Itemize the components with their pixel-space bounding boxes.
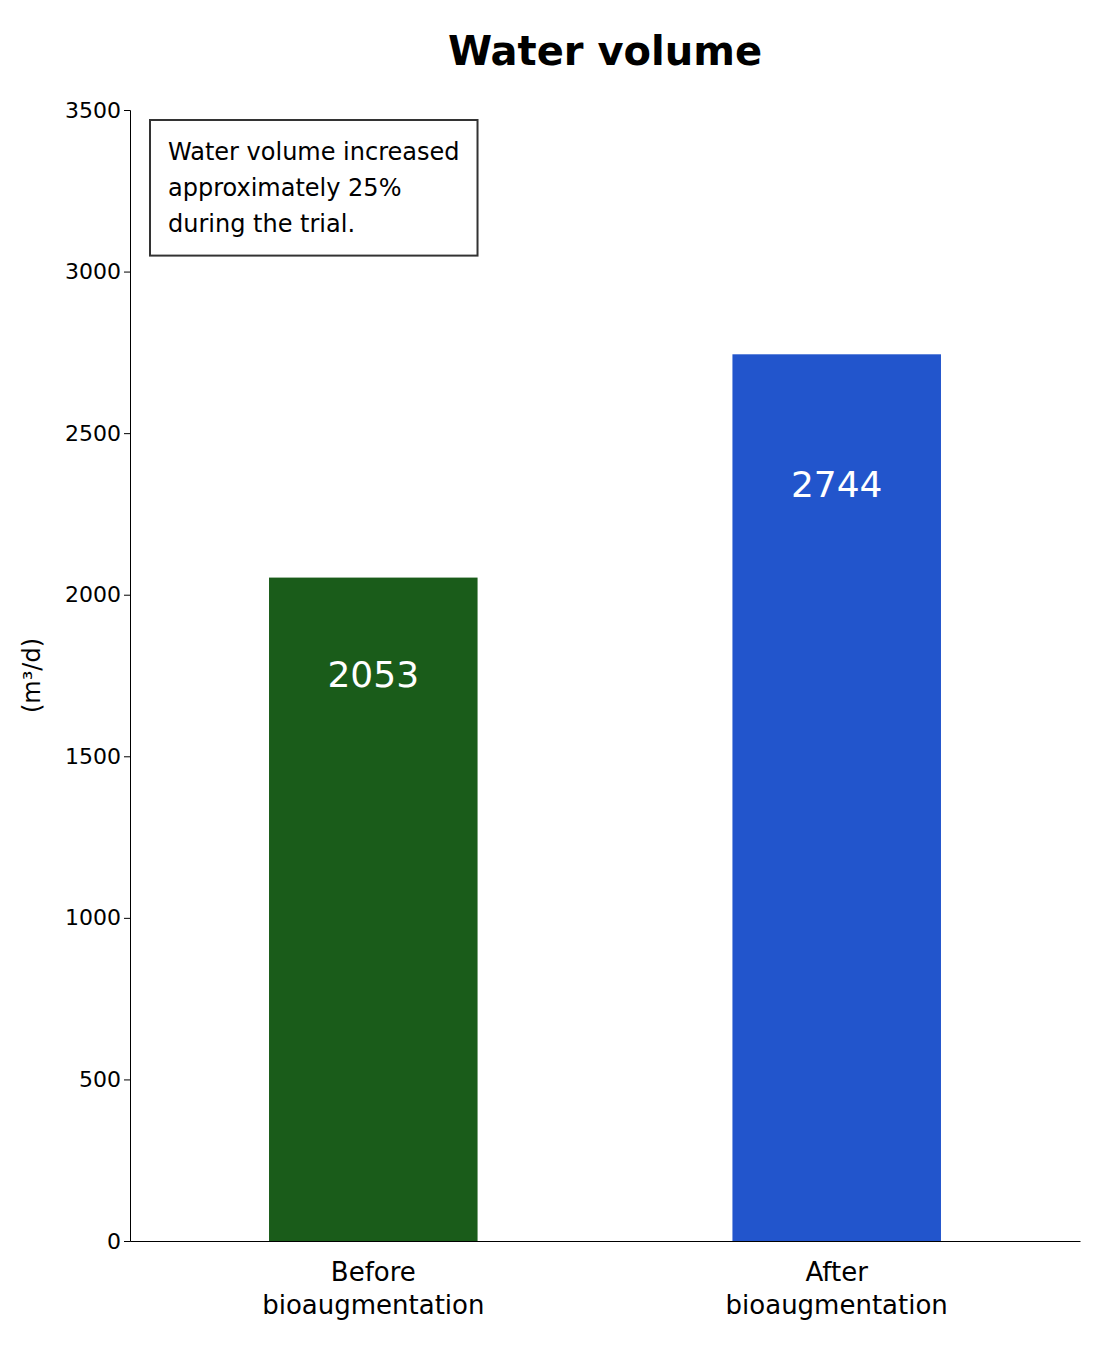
x-axis: BeforebioaugmentationAfterbioaugmentatio… <box>131 1242 1081 1320</box>
bar <box>269 578 478 1241</box>
annotation: Water volume increased approximately 25% d… <box>150 120 478 256</box>
y-tick-label: 0 <box>107 1229 121 1254</box>
y-tick: 3500 <box>65 98 130 123</box>
chart-container: 0500100015002000250030003500Beforebioaug… <box>0 0 1120 1371</box>
y-tick-label: 3500 <box>65 98 121 123</box>
y-tick-label: 1500 <box>65 744 121 769</box>
x-tick: Afterbioaugmentation <box>726 1257 948 1320</box>
x-tick-label-line: bioaugmentation <box>726 1290 948 1320</box>
y-tick-mark <box>124 918 130 919</box>
y-tick: 1500 <box>65 744 130 769</box>
x-tick-label-line: After <box>805 1257 868 1287</box>
annotation-box <box>150 120 478 256</box>
data-label: 2744 <box>791 464 883 505</box>
y-tick: 2000 <box>65 582 130 607</box>
annotation-line: during the trial. <box>168 210 355 238</box>
x-tick-label-line: Before <box>331 1257 416 1287</box>
y-tick-label: 1000 <box>65 905 121 930</box>
annotation-text: Water volume increased approximately 25% d… <box>168 138 460 238</box>
y-tick: 1000 <box>65 905 130 930</box>
y-tick-mark <box>124 756 130 757</box>
chart-title: Water volume <box>448 28 762 74</box>
data-labels: 2053 2744 <box>327 464 882 695</box>
x-tick-label-line: bioaugmentation <box>262 1290 484 1320</box>
x-tick-label: Afterbioaugmentation <box>726 1257 948 1320</box>
annotation-line: approximately 25% <box>168 174 401 202</box>
y-tick-label: 2500 <box>65 421 121 446</box>
y-axis-title: (m³/d) <box>18 638 46 713</box>
chart-svg: 0500100015002000250030003500Beforebioaug… <box>0 0 1120 1371</box>
y-tick-label: 3000 <box>65 259 121 284</box>
y-tick-mark <box>124 1079 130 1080</box>
data-label: 2053 <box>327 654 419 695</box>
y-tick-label: 2000 <box>65 582 121 607</box>
x-tick-label: Beforebioaugmentation <box>262 1257 484 1320</box>
x-tick: Beforebioaugmentation <box>262 1257 484 1320</box>
y-tick-label: 500 <box>79 1067 121 1092</box>
y-tick-mark <box>124 1241 130 1242</box>
y-tick: 500 <box>79 1067 130 1092</box>
y-tick-mark <box>124 433 130 434</box>
x-axis-line <box>131 1241 1081 1242</box>
y-tick: 2500 <box>65 421 130 446</box>
y-tick: 3000 <box>65 259 130 284</box>
annotation-line: Water volume increased <box>168 138 460 166</box>
bars <box>269 354 941 1241</box>
y-axis: 0 500 1000 1500 2000 2500 3000 3500 <box>65 98 131 1254</box>
y-tick-mark <box>124 595 130 596</box>
plot-area: 0500100015002000250030003500Beforebioaug… <box>65 98 1081 1320</box>
y-tick-mark <box>124 272 130 273</box>
y-tick: 0 <box>107 1229 130 1254</box>
y-tick-mark <box>124 110 130 111</box>
bar <box>732 354 941 1241</box>
y-axis-line <box>124 111 131 1242</box>
